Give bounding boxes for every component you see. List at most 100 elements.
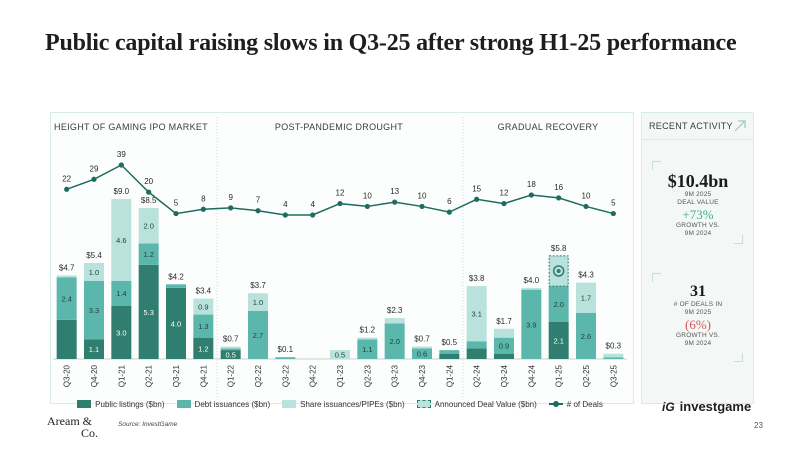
deals-label: 9	[228, 193, 233, 202]
deals-label: 20	[144, 177, 153, 186]
bar-debt-issuances	[56, 277, 77, 320]
announced-icon	[552, 265, 565, 277]
section-label-drought: POST-PANDEMIC DROUGHT	[274, 122, 404, 132]
deal-count-stat: 31 # OF DEALS IN 9M 2025 (6%) GROWTH VS.…	[650, 283, 746, 348]
legend-swatch-announced	[416, 400, 431, 408]
bar-debt-issuances	[111, 280, 132, 306]
deals-point	[282, 212, 288, 218]
legend-label-public-listings: Public listings ($bn)	[95, 399, 165, 409]
bar-segment-label: 1.0	[253, 298, 263, 307]
x-tick-label: Q2-22	[254, 364, 263, 387]
deals-label: 12	[336, 189, 345, 198]
bar-segment-label: 3.0	[116, 328, 126, 337]
bar-share-issuances	[84, 263, 104, 281]
bar-public-listings	[439, 353, 460, 359]
deals-point	[118, 162, 124, 168]
deals-point	[528, 192, 534, 198]
x-tick-label: Q1-21	[117, 364, 126, 387]
legend-swatch-public-listings	[77, 400, 92, 408]
legend-label-share-issuances: Share issuances/PIPEs ($bn)	[300, 399, 405, 409]
deals-point	[583, 203, 589, 210]
bar-debt-issuances	[521, 289, 542, 359]
bar-debt-issuances	[466, 341, 487, 349]
deals-point	[556, 195, 562, 201]
bar-segment-label: 0.6	[417, 350, 427, 359]
deal-value-caption-2: DEAL VALUE	[677, 199, 719, 206]
bar-total-label: $4.7	[59, 263, 75, 272]
bar-segment-label: 4.0	[171, 319, 181, 328]
bar-total-label: $1.7	[496, 317, 512, 326]
bar-segment-label: 2.7	[253, 331, 263, 340]
announced-icon-dot	[556, 269, 561, 273]
bar-segment-label: 1.2	[198, 344, 208, 353]
bar-segment-label: 1.2	[143, 250, 153, 259]
deals-label: 22	[62, 174, 71, 183]
bar-segment-label: 3.3	[89, 306, 99, 315]
x-tick-label: Q4-23	[418, 364, 427, 387]
deal-count-growth-caption-1: GROWTH VS.	[676, 332, 720, 339]
deals-label: 5	[611, 199, 616, 208]
deals-point	[337, 200, 343, 207]
x-tick-label: Q1-24	[445, 364, 454, 387]
legend-label-debt-issuances: Debt issuances ($bn)	[194, 399, 271, 409]
x-tick-label: Q4-20	[90, 364, 99, 387]
deals-point	[255, 208, 261, 214]
deals-label: 4	[283, 200, 288, 209]
bar-total-label: $0.7	[414, 335, 430, 344]
bar-share-issuances	[412, 346, 432, 349]
bar-segment-label: 1.4	[116, 289, 126, 298]
deal-value-caption-1: 9M 2025	[684, 191, 712, 198]
bar-total-label: $0.3	[606, 342, 622, 351]
bar-debt-issuances	[384, 323, 405, 359]
section-label-recovery: GRADUAL RECOVERY	[497, 122, 599, 132]
bar-share-issuances	[193, 298, 214, 315]
bar-share-issuances	[357, 337, 378, 340]
legend-label-announced: Announced Deal Value ($bn)	[434, 399, 537, 409]
chart-panel: HEIGHT OF GAMING IPO MARKET POST-PANDEMI…	[50, 112, 634, 404]
bar-total-label: $4.3	[578, 271, 594, 280]
x-tick-label: Q3-23	[391, 364, 400, 387]
deal-count-caption-1: # OF DEALS IN	[673, 301, 723, 308]
bar-debt-issuances	[220, 348, 241, 351]
legend-item-deals: # of Deals	[548, 400, 603, 409]
arrow-up-right-icon	[734, 120, 746, 132]
bar-share-issuances	[138, 207, 159, 244]
bar-segment-label: 2.0	[389, 337, 399, 346]
legend-swatch-deals	[548, 401, 563, 407]
deals-point	[146, 189, 152, 195]
bar-segment-label: 1.1	[89, 345, 99, 354]
deals-label: 8	[201, 194, 206, 203]
bar-total-label: $4.2	[168, 272, 184, 281]
bar-segment-label: 4.6	[116, 236, 126, 245]
deals-point	[200, 206, 206, 212]
page-number: 23	[754, 421, 763, 430]
bar-debt-issuances	[548, 286, 569, 322]
bar-segment-label: 0.9	[499, 342, 509, 351]
bar-share-issuances	[494, 328, 514, 338]
deals-label: 29	[90, 164, 99, 173]
page-title: Public capital raising slows in Q3-25 af…	[45, 30, 737, 56]
corner-mark	[734, 353, 743, 362]
aream-logo: Aream & Co.	[47, 415, 98, 439]
bar-debt-issuances	[357, 339, 378, 359]
bar-total-label: $4.0	[524, 276, 540, 285]
deals-point	[91, 176, 97, 182]
deal-value: $10.4bn	[667, 171, 729, 191]
aream-logo-line-1: Aream &	[47, 414, 92, 428]
x-tick-label: Q4-22	[309, 364, 318, 387]
bar-debt-issuances	[248, 311, 268, 359]
bar-segment-label: 2.6	[581, 332, 591, 341]
deals-label: 6	[447, 197, 452, 206]
recent-activity-panel: RECENT ACTIVITY $10.4bn 9M 2025 DEAL VAL…	[641, 112, 754, 404]
bar-public-listings	[193, 337, 214, 359]
deal-count-caption-2: 9M 2025	[684, 309, 712, 316]
bar-debt-issuances	[494, 337, 514, 354]
bar-segment-label: 5.3	[143, 308, 153, 317]
deals-point	[64, 186, 70, 192]
bar-debt-issuances	[576, 312, 596, 359]
bar-segment-label: 0.5	[225, 351, 235, 360]
deals-point	[419, 203, 425, 210]
bar-total-label: $1.2	[360, 326, 376, 335]
x-tick-label: Q2-21	[145, 364, 154, 387]
deal-count: 31	[690, 283, 706, 300]
